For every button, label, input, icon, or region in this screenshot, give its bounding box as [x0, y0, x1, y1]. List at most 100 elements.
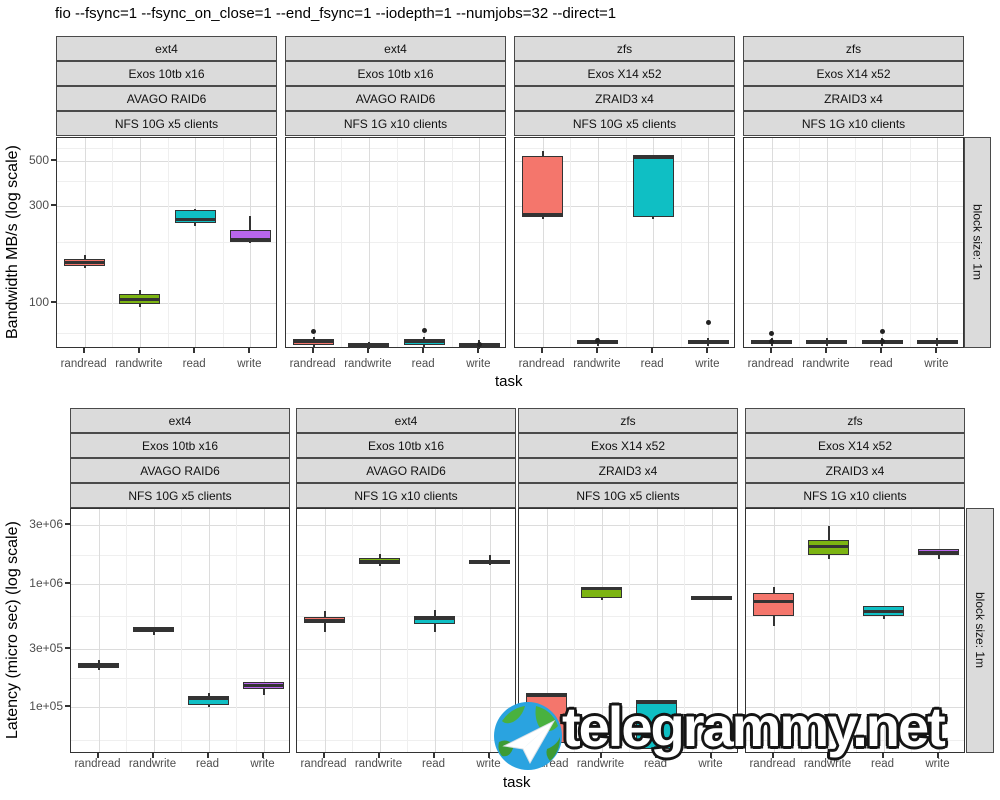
whisker-upper — [433, 610, 436, 616]
whisker-lower — [936, 343, 939, 347]
whisker-lower — [367, 346, 370, 349]
facet-strip: zfs — [514, 36, 735, 61]
gridline-minor-v — [181, 509, 182, 752]
y-tick-label: 1e+05 — [29, 699, 63, 714]
plot-panel — [743, 137, 964, 348]
facet-strip: AVAGO RAID6 — [285, 86, 506, 111]
facet-strip: zfs — [743, 36, 964, 61]
x-tick-label: read — [411, 358, 435, 370]
gridline-major-v — [708, 138, 710, 347]
facet-strip: ext4 — [56, 36, 277, 61]
y-tick-mark — [51, 203, 56, 206]
gridline-major — [297, 524, 515, 526]
facet-strip: NFS 1G x10 clients — [285, 111, 506, 136]
y-tick-label: 3e+05 — [29, 640, 63, 655]
x-tick-mark — [366, 348, 369, 353]
boxplot-read — [174, 210, 216, 224]
x-tick-label: write — [698, 758, 723, 770]
median-line — [293, 340, 335, 344]
gridline-minor — [297, 616, 515, 618]
facet-strip: Exos X14 x52 — [518, 433, 738, 458]
gridline-minor — [297, 554, 515, 556]
outlier-point — [769, 339, 775, 345]
whisker-lower — [194, 223, 197, 227]
facet-strip: NFS 10G x5 clients — [518, 483, 738, 508]
x-tick-label: write — [925, 758, 950, 770]
gridline-major-v — [656, 509, 658, 752]
whisker-upper — [478, 340, 481, 343]
x-tick-mark — [654, 753, 657, 758]
x-tick-mark — [422, 348, 425, 353]
gridline-major — [57, 205, 276, 207]
plot-panel — [296, 508, 516, 753]
x-tick-label: read — [182, 358, 206, 370]
x-tick-mark — [595, 348, 598, 353]
boxplot-read — [188, 696, 229, 706]
gridline-minor — [57, 148, 276, 150]
facet-strip: Exos X14 x52 — [514, 61, 735, 86]
gridline-major-v — [711, 509, 713, 752]
x-tick-label: read — [870, 758, 895, 770]
gridline-major-v — [882, 138, 884, 347]
gridline-minor — [71, 739, 289, 741]
gridline-major-v — [826, 138, 828, 347]
whisker-upper — [825, 337, 828, 340]
facet-strip: ZRAID3 x4 — [743, 86, 964, 111]
y-tick-label: 300 — [28, 197, 49, 212]
x-tick-mark — [709, 753, 712, 758]
gridline-major — [515, 302, 734, 304]
gridline-minor-v — [352, 509, 353, 752]
y-tick-label: 3e+06 — [29, 516, 63, 531]
x-tick-mark — [824, 348, 827, 353]
whisker-upper — [138, 289, 141, 295]
plot-panel — [518, 508, 738, 753]
facet-strip: Exos 10tb x16 — [56, 61, 277, 86]
median-line — [229, 237, 271, 241]
median-line — [808, 545, 849, 549]
facet-strip: NFS 10G x5 clients — [514, 111, 735, 136]
outlier-point — [421, 327, 427, 333]
gridline-major — [71, 707, 289, 709]
gridline-minor-v — [407, 509, 408, 752]
median-line — [174, 218, 216, 222]
outlier-point — [879, 339, 885, 345]
gridline-minor-v — [799, 138, 801, 347]
outlier-point — [595, 337, 601, 343]
gridline-minor — [286, 241, 505, 243]
gridline-major — [515, 205, 734, 207]
whisker-upper — [97, 660, 100, 663]
gridline-major — [297, 583, 515, 585]
median-line — [916, 340, 958, 344]
whisker-upper — [378, 553, 381, 559]
gridline-minor-v — [909, 138, 911, 347]
x-tick-mark — [771, 753, 774, 758]
x-tick-mark — [322, 753, 325, 758]
whisker-lower — [600, 597, 603, 601]
gridline-major — [519, 648, 737, 650]
boxplot-write — [229, 230, 271, 243]
facet-strip: ext4 — [285, 36, 506, 61]
gridline-minor-v — [112, 138, 114, 347]
gridline-minor — [71, 678, 289, 680]
x-tick-mark — [881, 753, 884, 758]
x-tick-label: randwrite — [576, 758, 625, 770]
x-tick-mark — [477, 348, 480, 353]
x-tick-label: randread — [74, 758, 121, 770]
x-tick-mark — [706, 348, 709, 353]
gridline-minor-v — [341, 138, 343, 347]
gridline-minor-v — [574, 509, 575, 752]
whisker-lower — [707, 343, 710, 347]
whisker-lower — [249, 242, 252, 244]
gridline-minor-v — [625, 138, 627, 347]
y-tick-label: 100 — [28, 294, 49, 309]
boxplot-read — [636, 700, 677, 750]
facet-strip: Exos X14 x52 — [743, 61, 964, 86]
plot-panel — [56, 137, 277, 348]
whisker-lower — [152, 632, 155, 636]
x-tick-label: randread — [518, 358, 565, 370]
whisker-upper — [323, 611, 326, 617]
gridline-minor-v — [126, 509, 127, 752]
gridline-minor — [519, 616, 737, 618]
gridline-major-v — [424, 138, 426, 347]
gridline-major-v — [368, 138, 370, 347]
